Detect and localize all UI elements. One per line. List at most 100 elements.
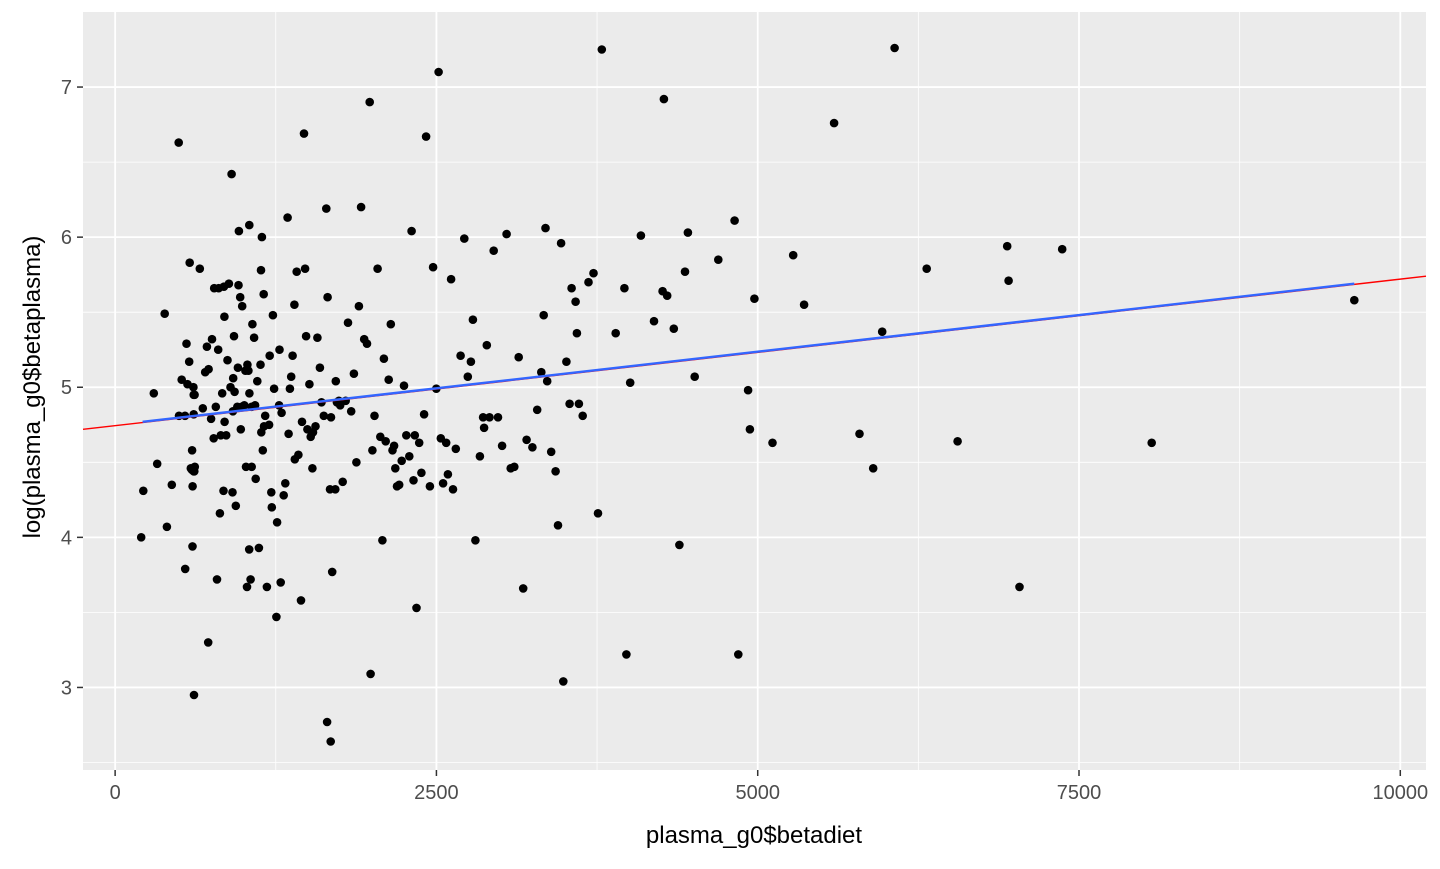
data-point [245,220,254,230]
data-point [1147,438,1156,448]
data-point [750,294,759,304]
data-point [675,540,684,550]
data-point [256,360,265,370]
data-point [565,399,574,409]
data-point [311,422,320,431]
data-point [366,669,375,679]
data-point [213,345,223,355]
data-point [256,265,266,275]
data-point [189,690,199,700]
data-point [262,582,272,592]
data-point [662,291,672,301]
data-point [207,334,217,344]
data-point [215,509,225,518]
data-point [300,264,310,274]
x-tick-label: 10000 [1372,782,1428,804]
data-point [217,389,227,398]
data-point [224,279,234,289]
data-point [313,333,322,343]
data-point [567,283,576,293]
data-point [267,488,276,497]
data-point [174,138,183,147]
data-point [489,246,499,255]
data-point [386,319,396,329]
data-point [204,364,213,374]
data-point [251,474,260,484]
data-point [414,438,424,448]
data-point [559,677,568,686]
data-point [301,331,311,341]
data-point [343,318,353,328]
data-point [296,596,306,605]
data-point [260,411,270,421]
data-point [338,477,348,487]
data-point [378,536,387,545]
data-point [294,450,303,460]
data-point [228,373,238,383]
data-point [187,446,197,455]
data-point [326,737,336,746]
data-point [322,717,332,727]
data-point [381,437,391,446]
data-point [493,413,503,422]
data-point [799,300,809,310]
data-point [745,425,755,434]
data-point [622,650,631,659]
data-point [890,43,899,53]
data-point [272,518,282,527]
data-point [249,333,259,343]
data-point [497,441,507,451]
data-point [259,289,269,299]
data-point [625,378,635,388]
data-point [539,310,548,320]
data-point [412,603,421,613]
data-point [421,132,431,141]
data-point [349,369,359,379]
data-point [230,387,239,397]
data-point [257,232,267,242]
data-point [438,479,448,488]
blue-regression-line [142,282,1355,423]
data-point [354,301,364,311]
data-point [409,476,418,485]
data-point [286,372,296,382]
data-point [468,315,478,325]
data-point [1015,582,1024,592]
data-point [276,578,286,587]
data-point [460,234,469,243]
data-point [446,274,456,284]
plot-panel [83,12,1426,770]
data-point [139,486,148,496]
x-tick-label: 0 [110,782,121,804]
data-point [299,129,309,138]
data-point [417,468,426,478]
data-point [571,297,580,307]
data-point [479,423,489,433]
data-point [267,503,277,512]
data-point [451,444,461,454]
data-point [593,509,603,518]
data-point [556,238,566,248]
data-point [405,452,414,461]
data-point [419,410,429,419]
data-point [379,354,389,364]
data-point [198,404,208,413]
data-point [315,363,325,373]
data-point [254,543,264,553]
data-point [167,480,177,490]
data-point [734,650,743,659]
data-point [562,357,571,367]
data-point [362,339,372,349]
x-tick-label: 5000 [735,782,780,804]
y-tick-label: 5 [61,377,72,399]
data-point [162,522,172,532]
data-point [149,389,159,398]
data-point [258,446,268,455]
data-point [397,456,407,466]
data-point [394,480,404,490]
data-point [190,462,200,472]
data-point [370,411,379,421]
data-point [537,367,546,377]
data-point [331,485,340,494]
data-point [220,312,229,322]
